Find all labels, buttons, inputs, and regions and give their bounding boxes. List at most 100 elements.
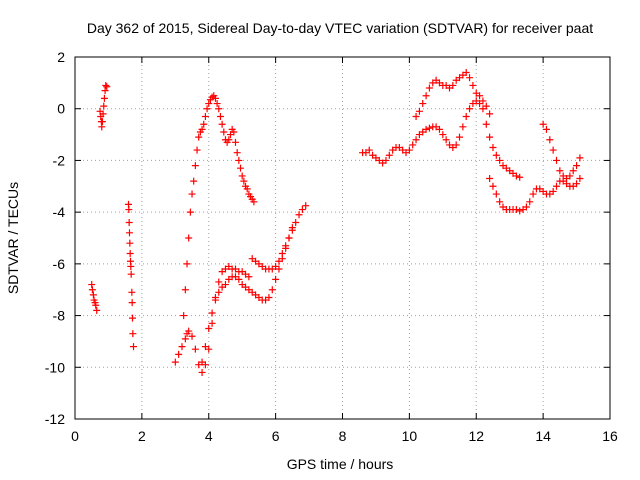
- data-point-plus: [127, 270, 135, 278]
- data-point-plus: [278, 255, 286, 263]
- data-point-plus: [215, 278, 223, 286]
- x-tick-label: 6: [272, 428, 280, 444]
- data-point-plus: [302, 202, 310, 210]
- data-point-plus: [238, 172, 246, 180]
- data-point-plus: [235, 156, 243, 164]
- series-s10: [486, 175, 584, 215]
- x-tick-label: 0: [71, 428, 79, 444]
- data-point-plus: [88, 281, 96, 289]
- data-point-plus: [425, 124, 433, 132]
- data-point-plus: [272, 275, 280, 283]
- data-point-plus: [130, 343, 138, 351]
- data-point-plus: [412, 136, 420, 144]
- data-point-plus: [126, 250, 134, 258]
- data-point-plus: [100, 102, 108, 110]
- y-tick-label: -10: [45, 359, 65, 375]
- data-point-plus: [492, 190, 500, 198]
- data-point-plus: [422, 125, 430, 133]
- data-point-plus: [573, 180, 581, 188]
- data-point-plus: [469, 81, 477, 89]
- data-point-plus: [193, 146, 201, 154]
- data-point-plus: [486, 110, 494, 118]
- data-point-plus: [103, 83, 111, 91]
- data-point-plus: [566, 172, 574, 180]
- series-s7: [198, 224, 296, 366]
- data-point-plus: [298, 206, 306, 214]
- x-tick-label: 10: [402, 428, 418, 444]
- series-s6: [248, 202, 310, 273]
- data-point-plus: [385, 151, 393, 159]
- data-point-plus: [205, 325, 213, 332]
- data-point-plus: [553, 156, 560, 164]
- data-point-plus: [200, 120, 208, 128]
- data-point-plus: [129, 314, 137, 322]
- series-s1: [88, 281, 101, 314]
- data-point-plus: [89, 291, 97, 299]
- data-point-plus: [295, 211, 303, 219]
- data-point-plus: [213, 100, 221, 108]
- data-point-plus: [198, 368, 206, 376]
- y-tick-label: 0: [57, 101, 65, 117]
- data-point-plus: [181, 286, 189, 294]
- data-point-plus: [250, 198, 258, 206]
- x-axis-label: GPS time / hours: [287, 456, 394, 472]
- data-point-plus: [569, 167, 577, 175]
- y-tick-label: -2: [53, 152, 66, 168]
- data-point-plus: [542, 125, 550, 133]
- data-point-plus: [185, 327, 193, 335]
- data-point-plus: [190, 177, 198, 185]
- data-point-plus: [462, 112, 470, 120]
- series-s3: [125, 200, 138, 351]
- data-point-plus: [512, 172, 520, 180]
- data-point-plus: [128, 288, 136, 296]
- data-point-plus: [125, 206, 133, 214]
- data-point-plus: [419, 100, 427, 108]
- data-point-plus: [198, 358, 206, 366]
- data-point-plus: [456, 133, 464, 141]
- data-point-plus: [526, 198, 534, 206]
- data-point-plus: [539, 120, 547, 128]
- data-point-plus: [208, 309, 216, 317]
- data-point-plus: [215, 288, 223, 296]
- data-point-plus: [245, 273, 253, 281]
- data-point-plus: [288, 224, 296, 232]
- data-point-plus: [188, 332, 196, 340]
- x-tick-label: 8: [339, 428, 347, 444]
- data-point-plus: [216, 112, 224, 120]
- data-point-plus: [186, 208, 194, 216]
- data-point-plus: [549, 187, 557, 195]
- data-point-plus: [198, 125, 206, 133]
- grid-lines: [75, 57, 610, 419]
- data-point-plus: [522, 203, 530, 211]
- data-point-plus: [439, 131, 447, 139]
- y-tick-label: -4: [53, 204, 66, 220]
- data-point-plus: [218, 120, 226, 128]
- data-point-plus: [203, 105, 211, 113]
- data-point-plus: [232, 138, 239, 146]
- x-tick-label: 16: [602, 428, 618, 444]
- y-tick-label: -8: [53, 308, 66, 324]
- data-point-plus: [201, 343, 209, 351]
- data-point-plus: [265, 293, 273, 301]
- data-point-plus: [225, 136, 233, 144]
- data-point-plus: [101, 87, 109, 95]
- x-tick-label: 2: [138, 428, 146, 444]
- data-point-plus: [482, 120, 490, 128]
- data-point-plus: [479, 97, 487, 105]
- data-point-plus: [93, 306, 101, 314]
- data-point-plus: [382, 156, 390, 164]
- data-point-plus: [556, 167, 564, 175]
- data-point-plus: [512, 206, 520, 214]
- data-point-plus: [195, 133, 203, 141]
- data-point-plus: [128, 299, 136, 307]
- data-point-plus: [235, 275, 243, 283]
- data-point-plus: [208, 93, 216, 101]
- data-point-plus: [516, 207, 524, 215]
- data-point-plus: [205, 100, 213, 108]
- data-point-plus: [180, 312, 188, 320]
- data-point-plus: [425, 84, 433, 92]
- data-point-plus: [415, 107, 423, 115]
- data-point-plus: [435, 125, 443, 133]
- data-point-plus: [211, 296, 219, 304]
- data-point-plus: [88, 286, 96, 294]
